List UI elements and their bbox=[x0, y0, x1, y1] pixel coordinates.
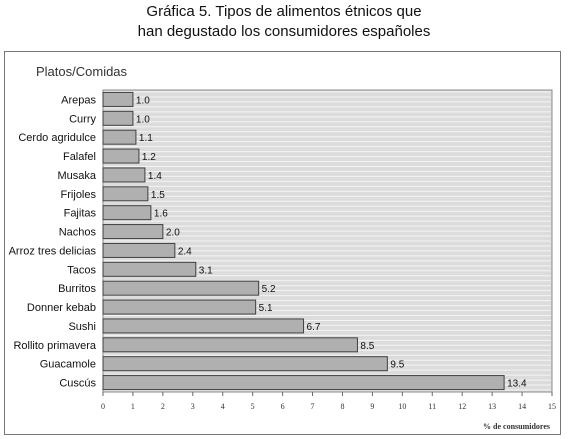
bar bbox=[102, 318, 305, 334]
value-label: 13.4 bbox=[507, 379, 527, 390]
bar bbox=[102, 91, 134, 107]
value-label: 6.7 bbox=[307, 322, 321, 333]
value-label: 8.5 bbox=[360, 341, 374, 352]
category-label: Arepas bbox=[61, 94, 96, 106]
bar bbox=[102, 299, 257, 315]
x-axis-label: % de consumidores bbox=[483, 422, 550, 431]
category-label: Burritos bbox=[58, 283, 96, 295]
value-label: 2.4 bbox=[178, 246, 192, 257]
value-label: 1.0 bbox=[136, 95, 150, 106]
category-label: Rollito primavera bbox=[13, 340, 96, 352]
bar bbox=[102, 375, 505, 391]
value-label: 1.1 bbox=[139, 133, 153, 144]
category-label: Arroz tres delicias bbox=[9, 245, 97, 257]
bar bbox=[102, 224, 164, 240]
chart-title-line-1: Gráfica 5. Tipos de alimentos étnicos qu… bbox=[146, 3, 422, 20]
x-tick-label: 12 bbox=[458, 402, 466, 411]
panel-label: Platos/Comidas bbox=[36, 64, 128, 79]
x-tick-label: 10 bbox=[398, 402, 406, 411]
bar bbox=[102, 110, 134, 126]
x-tick-label: 14 bbox=[518, 402, 526, 411]
x-tick-label: 9 bbox=[370, 402, 374, 411]
bar bbox=[102, 280, 260, 296]
bar bbox=[102, 356, 388, 372]
value-label: 2.0 bbox=[166, 228, 180, 239]
x-tick-label: 1 bbox=[131, 402, 135, 411]
value-label: 5.2 bbox=[262, 284, 276, 295]
chart-title: Gráfica 5. Tipos de alimentos étnicos qu… bbox=[0, 2, 568, 42]
bar bbox=[102, 242, 176, 258]
value-label: 5.1 bbox=[259, 303, 273, 314]
category-label: Frijoles bbox=[61, 189, 97, 201]
category-label: Tacos bbox=[67, 264, 96, 276]
x-tick-label: 0 bbox=[101, 402, 105, 411]
category-label: Curry bbox=[69, 113, 96, 125]
category-label: Donner kebab bbox=[27, 302, 96, 314]
category-label: Fajitas bbox=[64, 208, 97, 220]
x-tick-label: 3 bbox=[191, 402, 195, 411]
x-tick-label: 8 bbox=[340, 402, 344, 411]
bar bbox=[102, 261, 197, 277]
value-label: 1.5 bbox=[151, 190, 165, 201]
x-tick-label: 5 bbox=[251, 402, 255, 411]
x-tick-label: 13 bbox=[488, 402, 496, 411]
value-label: 1.2 bbox=[142, 152, 156, 163]
category-label: Sushi bbox=[68, 321, 96, 333]
bar bbox=[102, 148, 140, 164]
bar bbox=[102, 186, 149, 202]
value-label: 1.6 bbox=[154, 209, 168, 220]
bar bbox=[102, 129, 137, 145]
category-label: Musaka bbox=[57, 170, 96, 182]
bar bbox=[102, 205, 152, 221]
category-label: Cuscús bbox=[59, 378, 96, 390]
bar bbox=[102, 337, 358, 353]
x-tick-label: 2 bbox=[161, 402, 165, 411]
x-tick-label: 7 bbox=[311, 402, 315, 411]
x-tick-label: 6 bbox=[281, 402, 285, 411]
category-label: Nachos bbox=[59, 227, 97, 239]
chart-title-line-2: han degustado los consumidores españoles bbox=[137, 23, 431, 40]
value-label: 1.4 bbox=[148, 171, 162, 182]
x-tick-label: 15 bbox=[548, 402, 556, 411]
value-label: 3.1 bbox=[199, 265, 213, 276]
bar bbox=[102, 167, 146, 183]
category-label: Cerdo agridulce bbox=[18, 132, 96, 144]
category-label: Guacamole bbox=[40, 359, 96, 371]
category-label: Falafel bbox=[63, 151, 96, 163]
value-label: 9.5 bbox=[390, 360, 404, 371]
value-label: 1.0 bbox=[136, 114, 150, 125]
x-tick-label: 4 bbox=[221, 402, 225, 411]
x-tick-label: 11 bbox=[428, 402, 436, 411]
